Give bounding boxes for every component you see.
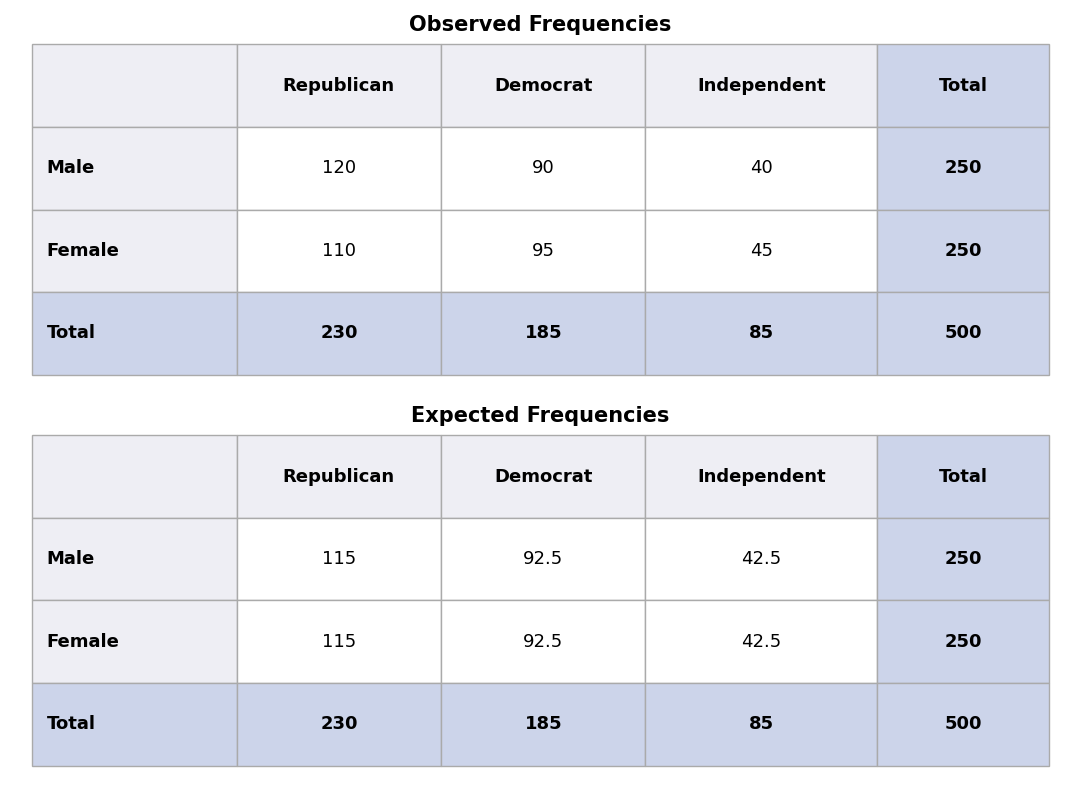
Bar (237, 293, 441, 375)
Bar (237, 44, 441, 127)
Text: 92.5: 92.5 (523, 550, 563, 568)
Text: Female: Female (46, 633, 119, 650)
Bar (32, 600, 237, 683)
Bar (237, 600, 441, 683)
Bar (32, 210, 237, 293)
Bar (32, 435, 237, 517)
Bar (441, 683, 645, 766)
Bar (645, 127, 878, 210)
Text: Observed Frequencies: Observed Frequencies (410, 15, 671, 35)
Bar (645, 44, 878, 127)
Bar (645, 683, 878, 766)
Bar (645, 293, 878, 375)
Text: Female: Female (46, 242, 119, 260)
Bar (237, 683, 441, 766)
Text: 90: 90 (532, 160, 555, 177)
Bar (237, 517, 441, 600)
Bar (441, 293, 645, 375)
Text: 230: 230 (320, 716, 358, 733)
Text: 250: 250 (944, 242, 982, 260)
Bar (32, 293, 237, 375)
Bar (441, 127, 645, 210)
Bar (32, 517, 237, 600)
Bar (441, 435, 645, 517)
Text: Total: Total (938, 467, 987, 485)
Text: 42.5: 42.5 (742, 550, 782, 568)
Text: Democrat: Democrat (494, 77, 592, 94)
Bar (878, 44, 1049, 127)
Text: 115: 115 (322, 633, 356, 650)
Bar (878, 683, 1049, 766)
Bar (441, 210, 645, 293)
Text: 185: 185 (524, 716, 562, 733)
Text: Total: Total (938, 77, 987, 94)
Bar (237, 127, 441, 210)
Text: 250: 250 (944, 633, 982, 650)
Text: 500: 500 (944, 716, 982, 733)
Text: Independent: Independent (697, 77, 826, 94)
Bar (878, 127, 1049, 210)
Bar (441, 517, 645, 600)
Bar (237, 210, 441, 293)
Text: 85: 85 (749, 325, 774, 343)
Bar (878, 293, 1049, 375)
Text: Republican: Republican (283, 77, 395, 94)
Bar (441, 44, 645, 127)
Text: 42.5: 42.5 (742, 633, 782, 650)
Text: 500: 500 (944, 325, 982, 343)
Bar (645, 210, 878, 293)
Text: 120: 120 (322, 160, 356, 177)
Text: 250: 250 (944, 160, 982, 177)
Text: Expected Frequencies: Expected Frequencies (411, 405, 670, 426)
Text: Total: Total (46, 716, 95, 733)
Bar (878, 600, 1049, 683)
Text: 45: 45 (750, 242, 773, 260)
Bar (32, 683, 237, 766)
Text: 185: 185 (524, 325, 562, 343)
Text: 85: 85 (749, 716, 774, 733)
Text: Male: Male (46, 550, 95, 568)
Bar (32, 44, 237, 127)
Text: Male: Male (46, 160, 95, 177)
Text: 250: 250 (944, 550, 982, 568)
Text: Republican: Republican (283, 467, 395, 485)
Text: 115: 115 (322, 550, 356, 568)
Bar (878, 517, 1049, 600)
Bar (645, 600, 878, 683)
Bar (645, 435, 878, 517)
Text: 110: 110 (322, 242, 356, 260)
Text: 40: 40 (750, 160, 773, 177)
Text: 230: 230 (320, 325, 358, 343)
Text: Democrat: Democrat (494, 467, 592, 485)
Bar (878, 210, 1049, 293)
Bar (441, 600, 645, 683)
Text: 92.5: 92.5 (523, 633, 563, 650)
Bar (237, 435, 441, 517)
Bar (32, 127, 237, 210)
Bar (878, 435, 1049, 517)
Text: 95: 95 (532, 242, 555, 260)
Text: Total: Total (46, 325, 95, 343)
Bar (645, 517, 878, 600)
Text: Independent: Independent (697, 467, 826, 485)
